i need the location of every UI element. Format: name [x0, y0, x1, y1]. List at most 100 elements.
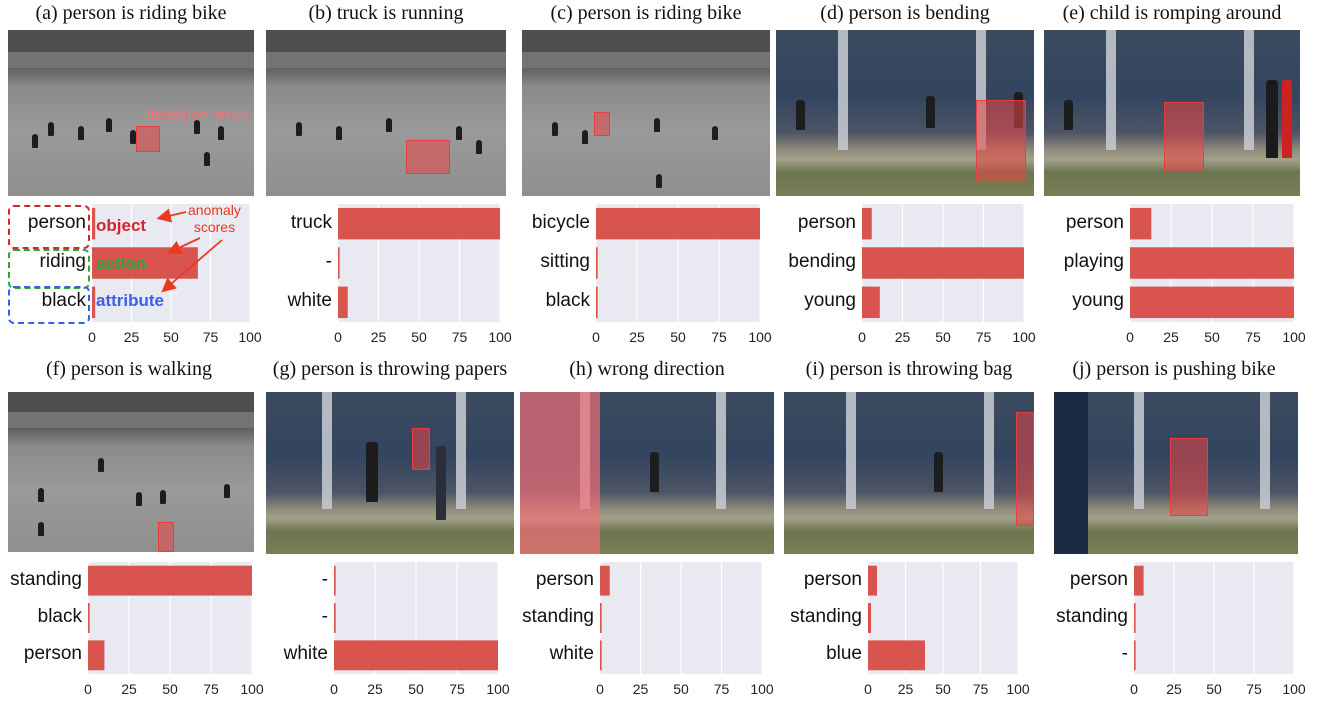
panel-c: (c) person is riding bike 0 25 50 75 100 bicy…: [522, 0, 772, 350]
frame-i: [784, 392, 1034, 554]
caption-g: (g) person is throwing papers: [272, 358, 508, 380]
caption-d: (d) person is bending: [820, 2, 990, 24]
panel-j: (j) person is pushing bike 0 25 50 75 100 per…: [1046, 356, 1306, 702]
detection-box: [594, 112, 610, 136]
panel-e: (e) child is romping around 0 25 50 75 100 pe…: [1044, 0, 1306, 350]
category-label: person: [803, 568, 862, 590]
bar: [596, 247, 598, 279]
caption-c: (c) person is riding bike: [550, 2, 742, 24]
x-tick-label: 25: [371, 329, 387, 345]
chart-svg: 0 25 50 75 100: [858, 204, 1036, 345]
frame-d: [776, 30, 1034, 196]
x-tick-label: 75: [452, 329, 468, 345]
bar: [88, 565, 252, 596]
chart-j: 0 25 50 75 100 person standing -: [1046, 554, 1306, 702]
x-tick-label: 50: [935, 681, 951, 697]
x-tick-label: 25: [895, 329, 911, 345]
category-label: standing: [1056, 606, 1128, 627]
category-label: young: [804, 290, 856, 312]
x-tick-label: 0: [1126, 329, 1134, 345]
frame-c: [522, 30, 770, 196]
bar: [1134, 640, 1136, 671]
x-tick-label: 25: [633, 681, 649, 697]
x-tick-label: 0: [1130, 681, 1138, 697]
legend-attribute-word: attribute: [96, 291, 164, 310]
x-tick-label: 50: [935, 329, 951, 345]
x-tick-label: 0: [596, 681, 604, 697]
category-label: white: [283, 643, 328, 665]
bar: [862, 286, 880, 319]
category-label: person: [535, 568, 594, 590]
panel-i: (i) person is throwing bag 0 25 50 75 100 per…: [784, 356, 1034, 702]
caption-a: (a) person is riding bike: [35, 2, 227, 24]
x-tick-label: 25: [367, 681, 383, 697]
chart-h: 0 25 50 75 100 person standing white: [520, 554, 774, 702]
x-tick-label: 75: [203, 329, 219, 345]
detection-box: [1164, 102, 1204, 172]
category-label: person: [1065, 211, 1124, 233]
detection-box: [406, 140, 450, 174]
detection-box: [1016, 412, 1034, 526]
category-label: standing: [790, 606, 862, 627]
x-tick-label: 75: [449, 681, 465, 697]
frame-f: [8, 392, 254, 552]
panel-h: (h) wrong direction 0 25 50 75 100 person stan…: [520, 356, 774, 702]
x-tick-label: 50: [162, 681, 178, 697]
chart-svg: 0 25 50 75 100: [864, 562, 1030, 697]
category-label: sitting: [540, 251, 590, 272]
category-label: white: [287, 290, 332, 312]
category-label: standing: [10, 568, 82, 590]
x-tick-label: 100: [238, 329, 262, 345]
x-tick-label: 0: [858, 329, 866, 345]
detection-box: [158, 522, 174, 552]
detection-box: [136, 126, 160, 152]
category-label: -: [321, 606, 328, 627]
caption-j: (j) person is pushing bike: [1072, 358, 1276, 380]
x-tick-label: 50: [1206, 681, 1222, 697]
bar: [868, 640, 925, 671]
x-tick-label: 0: [84, 681, 92, 697]
frame-h: [520, 392, 774, 554]
x-tick-label: 25: [121, 681, 137, 697]
bar: [1130, 207, 1152, 240]
panel-b: (b) truck is running 0 25 50 75 100 truck - whi…: [266, 0, 512, 350]
bar: [862, 207, 872, 240]
x-tick-label: 100: [240, 681, 264, 697]
category-label: black: [37, 606, 82, 627]
category-label: standing: [522, 606, 594, 627]
x-tick-label: 100: [750, 681, 774, 697]
bar: [862, 247, 1024, 279]
x-tick-label: 50: [673, 681, 689, 697]
x-tick-label: 100: [1012, 329, 1036, 345]
bar: [868, 603, 871, 633]
detection-box: [976, 100, 1026, 182]
frame-b: [266, 30, 506, 196]
detection-box: [1170, 438, 1208, 516]
x-tick-label: 75: [203, 681, 219, 697]
caption-e: (e) child is romping around: [1062, 2, 1282, 24]
category-label: person: [797, 211, 856, 233]
bar: [596, 207, 760, 240]
x-tick-label: 100: [1006, 681, 1030, 697]
bar: [92, 207, 96, 240]
bar: [600, 565, 610, 596]
bar: [338, 286, 348, 319]
bar: [1130, 286, 1294, 319]
caption-i: (i) person is throwing bag: [805, 358, 1013, 380]
anomaly-scores-note: anomaly scores: [188, 202, 241, 235]
category-label: person: [23, 643, 82, 665]
bar: [868, 565, 877, 596]
bar: [596, 286, 598, 319]
x-tick-label: 50: [670, 329, 686, 345]
caption-b: (b) truck is running: [308, 2, 464, 24]
category-label: young: [1072, 290, 1124, 312]
category-label: -: [325, 251, 332, 272]
detection-result-label: detection result: [146, 108, 249, 123]
x-tick-label: 50: [408, 681, 424, 697]
chart-svg: 0 25 50 75 100: [334, 204, 512, 345]
x-tick-label: 100: [748, 329, 772, 345]
panel-a: (a) person is riding bike detection resu…: [6, 0, 262, 350]
chart-i: 0 25 50 75 100 person standing blue: [784, 554, 1034, 702]
x-tick-label: 75: [1246, 681, 1262, 697]
panel-f: (f) person is walking 0 25 50 75 100 standing…: [0, 356, 264, 702]
